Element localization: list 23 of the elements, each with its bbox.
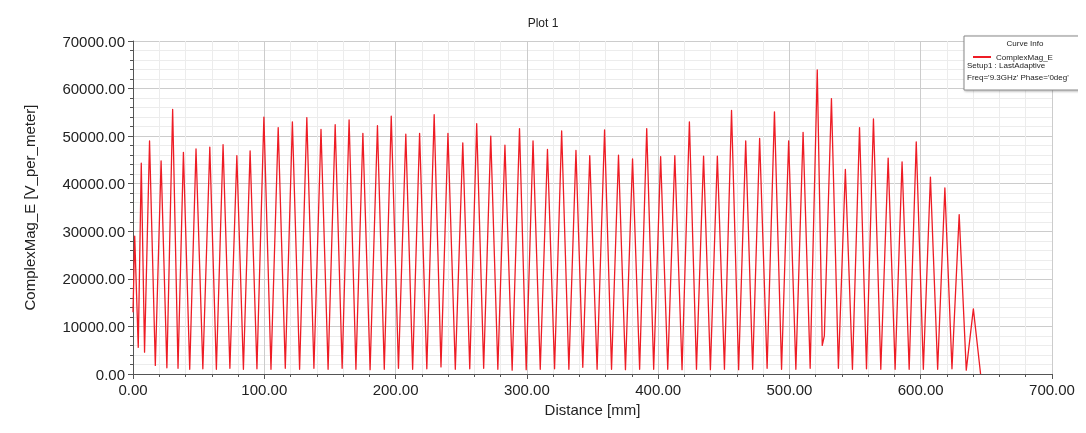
- y-tick-label: 30000.00: [62, 222, 125, 240]
- x-tick-label: 400.00: [635, 381, 682, 398]
- y-tick-label: 10000.00: [62, 317, 125, 335]
- y-axis-title: ComplexMag_E [V_per_meter]: [21, 104, 38, 311]
- annotation: Freq='9.3GHz' Phase='0deg': [967, 72, 1070, 82]
- annotation: Setup1 : LastAdaptive: [967, 60, 1046, 70]
- x-tick-label: 0.00: [118, 381, 148, 398]
- legend-label: ComplexMag_E: [996, 52, 1053, 62]
- chart-title: Plot 1: [527, 16, 559, 30]
- y-tick-label: 0.00: [95, 365, 125, 383]
- x-tick-label: 100.00: [241, 381, 288, 398]
- x-tick-label: 500.00: [766, 381, 813, 398]
- x-tick-label: 200.00: [372, 381, 419, 398]
- y-tick-label: 50000.00: [62, 127, 125, 145]
- y-tick-label: 40000.00: [62, 175, 125, 193]
- x-tick-label: 700.00: [1029, 381, 1075, 398]
- x-tick-label: 600.00: [897, 381, 944, 398]
- y-tick-label: 60000.00: [62, 80, 125, 98]
- x-tick-label: 300.00: [503, 381, 550, 398]
- x-axis-title: Distance [mm]: [544, 401, 641, 418]
- legend-title: Curve Info: [1006, 38, 1044, 48]
- y-tick-label: 70000.00: [62, 32, 125, 50]
- y-tick-label: 20000.00: [62, 270, 125, 288]
